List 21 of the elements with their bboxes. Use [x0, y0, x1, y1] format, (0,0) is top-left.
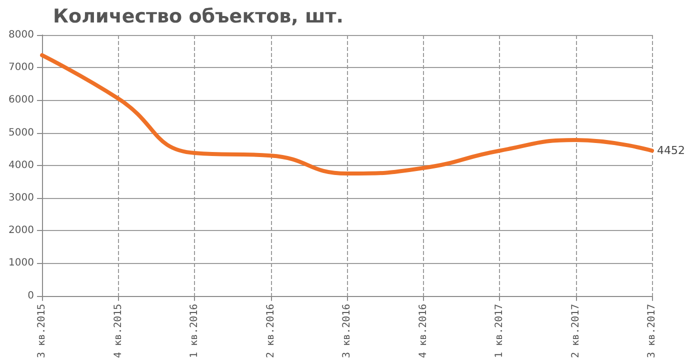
y-tick-label: 0: [28, 290, 34, 302]
x-tick-label: 3 кв.2017: [646, 304, 658, 358]
chart-title: Количество объектов, шт.: [53, 6, 344, 28]
line-series: [40, 53, 654, 176]
x-tick-label: 2 кв.2017: [570, 304, 582, 358]
data-label: 4452: [657, 144, 685, 158]
x-tick-label: 1 кв.2016: [189, 304, 200, 358]
x-tick-label: 2 кв.2016: [265, 304, 276, 358]
y-tick-label: 4000: [8, 160, 34, 171]
x-tick-label: 4 кв.2015: [112, 304, 124, 358]
y-tick-label: 1000: [8, 258, 34, 269]
x-tick-label: 4 кв.2016: [418, 304, 429, 358]
x-tick-label: 3 кв.2016: [342, 304, 352, 358]
y-tick-label: 6000: [8, 94, 34, 106]
y-tick-label: 5000: [8, 127, 34, 138]
x-tick-label: 3 кв.2015: [36, 304, 48, 358]
x-tick-label: 1 кв.2017: [494, 304, 505, 358]
y-tick-label: 2000: [8, 225, 34, 236]
y-tick-label: 8000: [8, 30, 34, 40]
y-tick-label: 7000: [8, 62, 34, 74]
y-tick-label: 3000: [8, 192, 34, 204]
